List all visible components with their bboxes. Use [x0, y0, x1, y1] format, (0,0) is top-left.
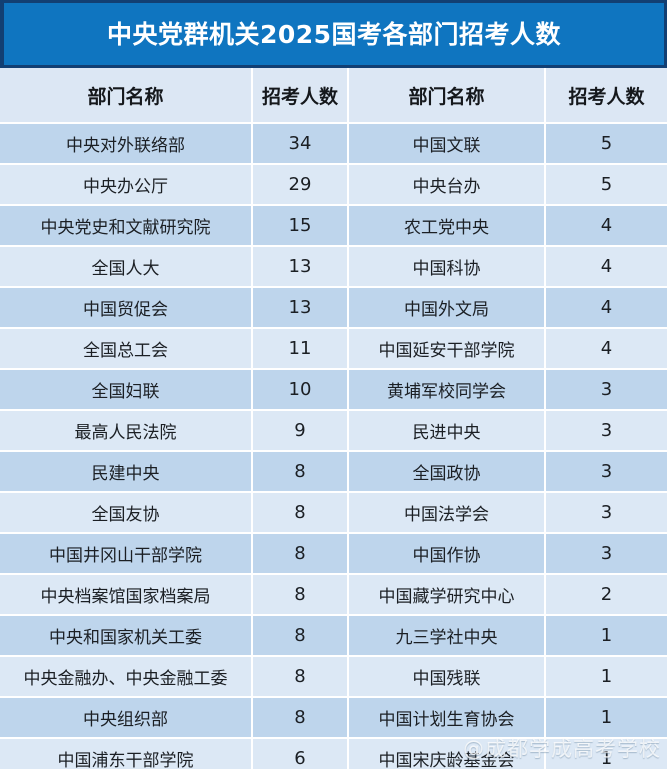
table-row: 中央对外联络部 34 中国文联 5 — [0, 123, 667, 165]
cell-department-left: 全国人大 — [0, 246, 253, 288]
cell-department-right: 中国外文局 — [348, 287, 546, 329]
cell-count-left: 8 — [252, 615, 349, 657]
table-row: 中国浦东干部学院 6 中国宋庆龄基金会 1 — [0, 738, 667, 769]
cell-department-left: 中国浦东干部学院 — [0, 738, 253, 769]
cell-department-left: 中国井冈山干部学院 — [0, 533, 253, 575]
table-row: 民建中央 8 全国政协 3 — [0, 451, 667, 493]
cell-department-left: 中央党史和文献研究院 — [0, 205, 253, 247]
table-row: 中央组织部 8 中国计划生育协会 1 — [0, 697, 667, 739]
table-row: 中央金融办、中央金融工委 8 中国残联 1 — [0, 656, 667, 698]
cell-count-right: 1 — [545, 615, 667, 657]
cell-count-left: 11 — [252, 328, 349, 370]
cell-count-right: 4 — [545, 328, 667, 370]
cell-count-left: 13 — [252, 287, 349, 329]
cell-department-right: 中国残联 — [348, 656, 546, 698]
table-row: 中国井冈山干部学院 8 中国作协 3 — [0, 533, 667, 575]
table-row: 中国贸促会 13 中国外文局 4 — [0, 287, 667, 329]
cell-department-left: 中央办公厅 — [0, 164, 253, 206]
cell-count-right: 4 — [545, 205, 667, 247]
table-body: 中央对外联络部 34 中国文联 5 中央办公厅 29 中央台办 5 中央党史和文献研究院 15 农工… — [0, 123, 667, 769]
cell-department-right: 中国文联 — [348, 123, 546, 165]
cell-count-left: 8 — [252, 451, 349, 493]
page-title: 中央党群机关2025国考各部门招考人数 — [106, 19, 562, 49]
cell-count-right: 5 — [545, 164, 667, 206]
table-row: 全国妇联 10 黄埔军校同学会 3 — [0, 369, 667, 411]
table-row: 全国总工会 11 中国延安干部学院 4 — [0, 328, 667, 370]
cell-count-left: 13 — [252, 246, 349, 288]
table-header: 部门名称 招考人数 部门名称 招考人数 — [0, 68, 667, 124]
cell-count-left: 34 — [252, 123, 349, 165]
cell-count-right: 3 — [545, 369, 667, 411]
cell-count-left: 29 — [252, 164, 349, 206]
cell-department-left: 中国贸促会 — [0, 287, 253, 329]
cell-count-left: 8 — [252, 574, 349, 616]
table-row: 全国人大 13 中国科协 4 — [0, 246, 667, 288]
cell-count-left: 8 — [252, 656, 349, 698]
cell-count-left: 6 — [252, 738, 349, 769]
cell-count-left: 15 — [252, 205, 349, 247]
cell-count-right: 4 — [545, 287, 667, 329]
table-row: 最高人民法院 9 民进中央 3 — [0, 410, 667, 452]
table-row: 中央党史和文献研究院 15 农工党中央 4 — [0, 205, 667, 247]
cell-department-right: 中国作协 — [348, 533, 546, 575]
cell-count-left: 10 — [252, 369, 349, 411]
cell-department-left: 最高人民法院 — [0, 410, 253, 452]
cell-department-right: 中国宋庆龄基金会 — [348, 738, 546, 769]
cell-department-right: 中国科协 — [348, 246, 546, 288]
cell-department-right: 中国法学会 — [348, 492, 546, 534]
cell-count-right: 1 — [545, 656, 667, 698]
column-header-department-right: 部门名称 — [348, 68, 546, 124]
table-row: 中央档案馆国家档案局 8 中国藏学研究中心 2 — [0, 574, 667, 616]
cell-department-right: 中央台办 — [348, 164, 546, 206]
cell-count-right: 3 — [545, 533, 667, 575]
cell-department-right: 中国藏学研究中心 — [348, 574, 546, 616]
cell-count-right: 5 — [545, 123, 667, 165]
cell-count-right: 2 — [545, 574, 667, 616]
cell-department-left: 中央组织部 — [0, 697, 253, 739]
title-banner: 中央党群机关2025国考各部门招考人数 — [0, 0, 667, 68]
cell-department-left: 全国总工会 — [0, 328, 253, 370]
cell-department-right: 全国政协 — [348, 451, 546, 493]
column-header-count-left: 招考人数 — [252, 68, 349, 124]
cell-department-right: 农工党中央 — [348, 205, 546, 247]
cell-department-left: 中央对外联络部 — [0, 123, 253, 165]
cell-count-right: 1 — [545, 738, 667, 769]
cell-count-right: 3 — [545, 492, 667, 534]
cell-count-right: 3 — [545, 451, 667, 493]
table-row: 中央办公厅 29 中央台办 5 — [0, 164, 667, 206]
cell-count-left: 8 — [252, 697, 349, 739]
column-header-count-right: 招考人数 — [545, 68, 667, 124]
cell-department-left: 中央档案馆国家档案局 — [0, 574, 253, 616]
table-row: 中央和国家机关工委 8 九三学社中央 1 — [0, 615, 667, 657]
cell-count-left: 8 — [252, 533, 349, 575]
cell-department-right: 民进中央 — [348, 410, 546, 452]
cell-department-left: 中央和国家机关工委 — [0, 615, 253, 657]
cell-count-left: 8 — [252, 492, 349, 534]
header-row: 部门名称 招考人数 部门名称 招考人数 — [0, 68, 667, 124]
column-header-department-left: 部门名称 — [0, 68, 253, 124]
cell-department-right: 黄埔军校同学会 — [348, 369, 546, 411]
cell-count-right: 1 — [545, 697, 667, 739]
cell-department-right: 中国计划生育协会 — [348, 697, 546, 739]
cell-department-left: 中央金融办、中央金融工委 — [0, 656, 253, 698]
cell-count-right: 3 — [545, 410, 667, 452]
cell-department-right: 中国延安干部学院 — [348, 328, 546, 370]
cell-count-right: 4 — [545, 246, 667, 288]
cell-department-left: 全国妇联 — [0, 369, 253, 411]
cell-department-right: 九三学社中央 — [348, 615, 546, 657]
recruitment-table: 部门名称 招考人数 部门名称 招考人数 中央对外联络部 34 中国文联 5 中央办公厅 2… — [0, 68, 667, 769]
cell-department-left: 全国友协 — [0, 492, 253, 534]
cell-count-left: 9 — [252, 410, 349, 452]
cell-department-left: 民建中央 — [0, 451, 253, 493]
table-row: 全国友协 8 中国法学会 3 — [0, 492, 667, 534]
